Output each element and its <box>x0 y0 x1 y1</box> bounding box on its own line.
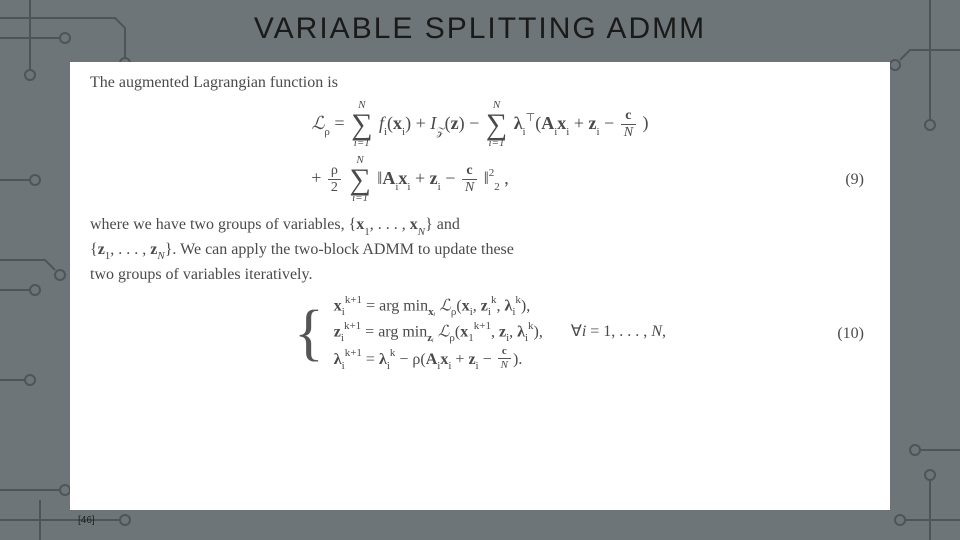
equation-number-10: (10) <box>837 322 864 344</box>
intro-text: The augmented Lagrangian function is <box>90 72 870 94</box>
midtext-line2: {z1, . . . , zN}. We can apply the two-b… <box>90 239 870 264</box>
content-panel: The augmented Lagrangian function is ℒρ … <box>70 62 890 510</box>
eq10-row3: λik+1 = λik − ρ(Aixi + zi − cN). <box>334 346 666 374</box>
eq10-row1: xik+1 = arg minxᵢ ℒρ(xi, zik, λik), <box>334 294 666 320</box>
equation-number-9: (9) <box>845 169 864 191</box>
midtext-line1: where we have two groups of variables, {… <box>90 214 870 239</box>
midtext-line3: two groups of variables iteratively. <box>90 264 870 286</box>
forall-clause: ∀i = 1, . . . , N, <box>571 321 666 343</box>
equation-10: { xik+1 = arg minxᵢ ℒρ(xi, zik, λik), zi… <box>90 294 870 373</box>
eq10-row2: zik+1 = arg minzᵢ ℒρ(x1k+1, zi, λik),∀i … <box>334 320 666 346</box>
left-brace-icon: { <box>294 306 324 362</box>
equation-9-line2: + ρ2 N∑i=1 ‖Aixi + zi − cN ‖22 , (9) <box>90 155 870 204</box>
slide-title: VARIABLE SPLITTING ADMM <box>0 12 960 46</box>
equation-9-line1: ℒρ = N∑i=1 fi(xi) + I𝒵(z) − N∑i=1 λi⊤(Ai… <box>90 100 870 149</box>
mid-paragraph: where we have two groups of variables, {… <box>90 214 870 286</box>
reference-label: [46] <box>78 515 95 526</box>
